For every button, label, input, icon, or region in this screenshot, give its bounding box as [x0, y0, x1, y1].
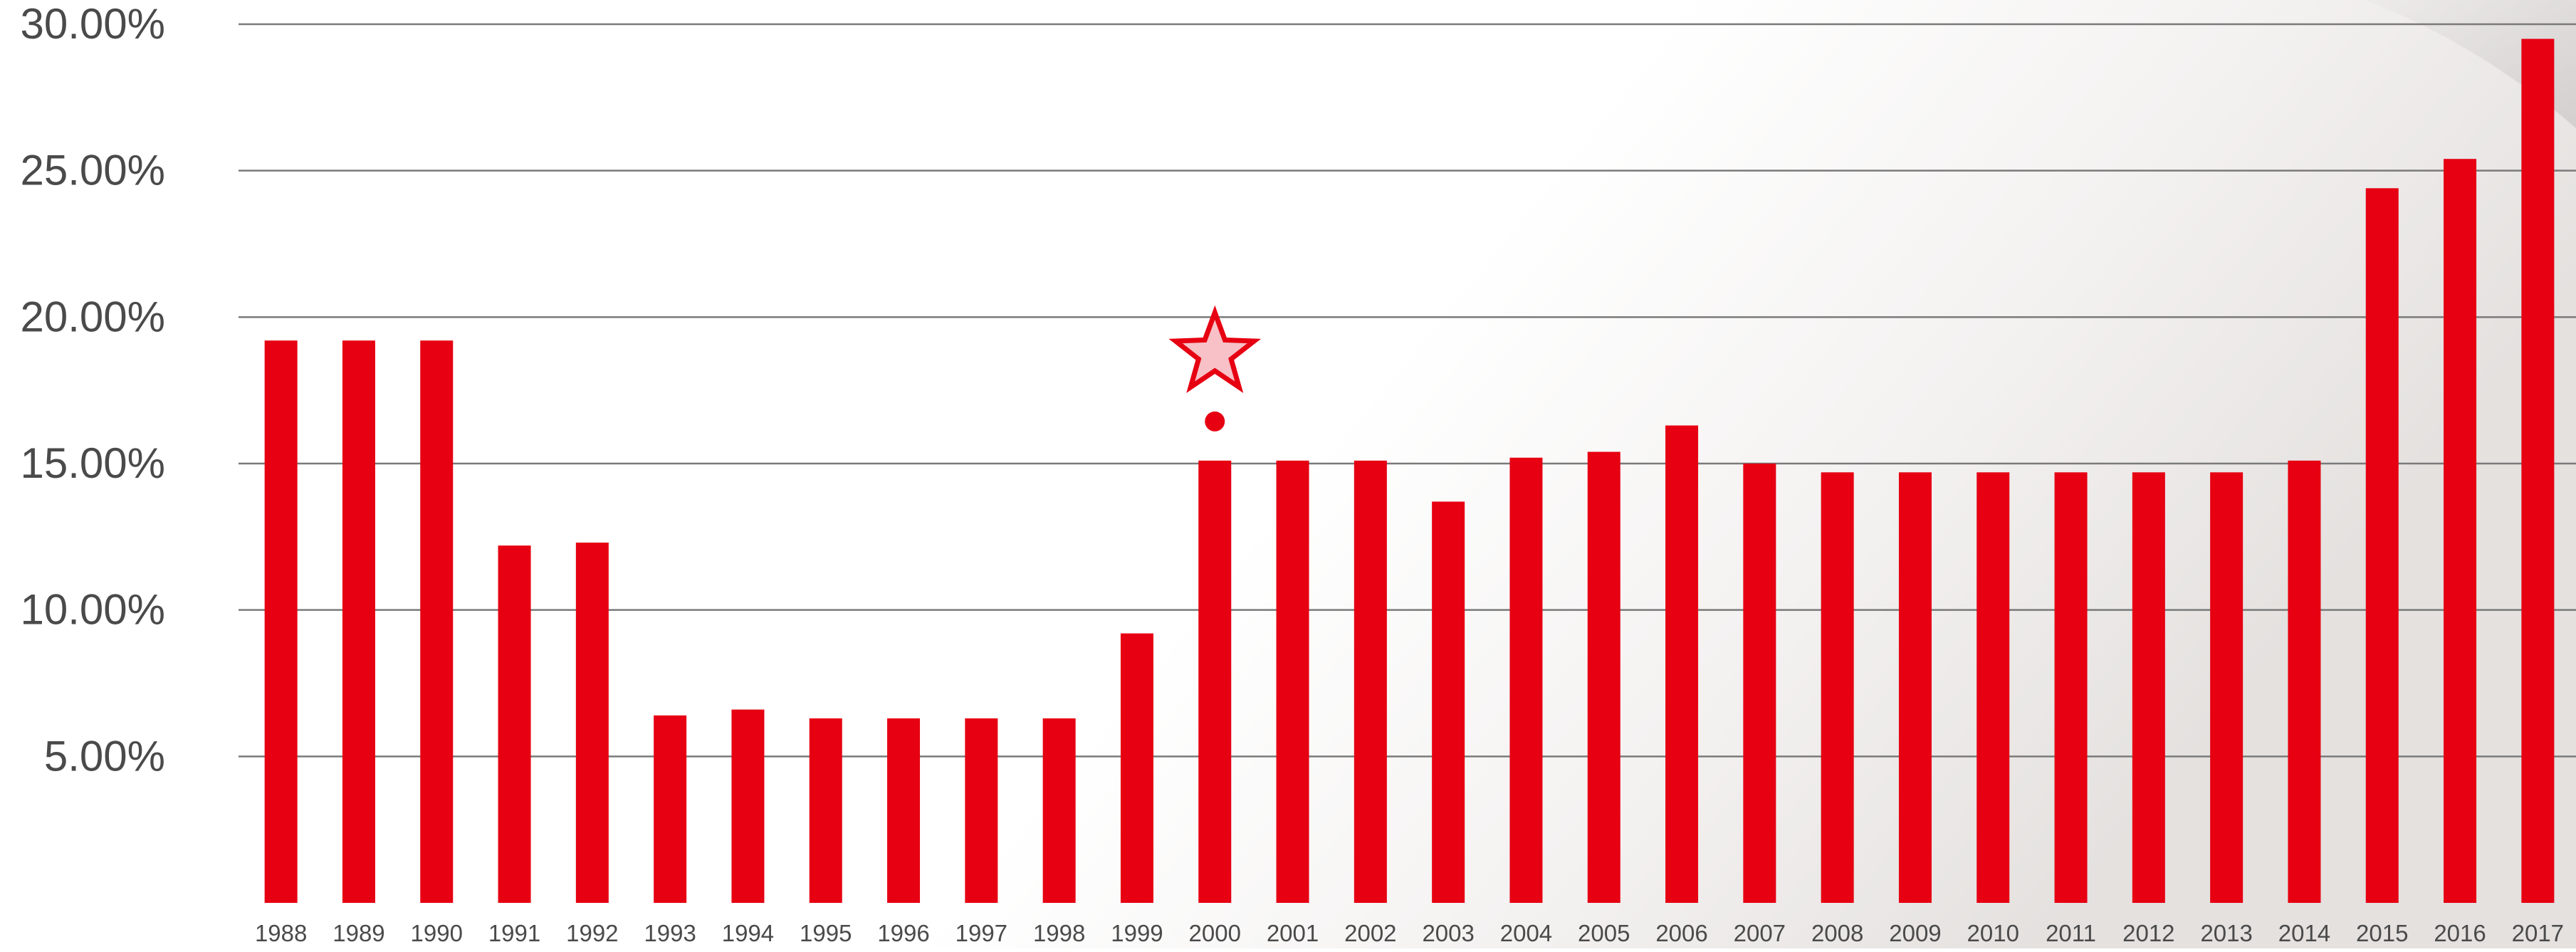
dot-icon — [1205, 411, 1225, 431]
bar-2013 — [2210, 472, 2243, 903]
x-tick-label: 2009 — [1889, 920, 1941, 946]
bar-2016 — [2444, 159, 2477, 903]
x-tick-label: 1998 — [1033, 920, 1085, 946]
y-axis-ticks: 5.00% 10.00% 15.00% 20.00% 25.00% 30.00% — [21, 0, 166, 780]
x-tick-label: 1996 — [877, 920, 929, 946]
x-tick-label: 2013 — [2200, 920, 2252, 946]
x-tick-label: 1990 — [411, 920, 463, 946]
bars — [264, 38, 2555, 904]
bar-2009 — [1898, 472, 1932, 903]
bar-1995 — [809, 718, 842, 903]
y-tick-label: 25.00% — [21, 147, 166, 194]
gridlines — [239, 23, 2576, 758]
bar-2000 — [1198, 460, 1232, 903]
x-tick-label: 1993 — [644, 920, 696, 946]
x-tick-label: 2010 — [1967, 920, 2019, 946]
background-swoosh — [2364, 0, 2576, 128]
x-tick-label: 2005 — [1578, 920, 1630, 946]
bar-2001 — [1276, 460, 1309, 903]
bar-1993 — [654, 715, 687, 903]
bar-2005 — [1587, 451, 1621, 903]
bar-2014 — [2288, 460, 2321, 903]
x-tick-label: 2003 — [1422, 920, 1474, 946]
x-tick-label: 1995 — [800, 920, 852, 946]
x-tick-label: 1988 — [255, 920, 307, 946]
x-tick-label: 1989 — [333, 920, 384, 946]
x-tick-label: 1997 — [955, 920, 1007, 946]
bar-2015 — [2365, 188, 2399, 903]
bar-1988 — [264, 340, 298, 903]
x-tick-label: 2015 — [2356, 920, 2408, 946]
y-tick-label: 30.00% — [21, 0, 166, 48]
bar-1992 — [575, 543, 609, 903]
bar-1998 — [1042, 718, 1076, 903]
x-tick-label: 2014 — [2278, 920, 2330, 946]
bar-2012 — [2132, 472, 2165, 903]
x-tick-label: 2008 — [1811, 920, 1863, 946]
y-tick-label: 15.00% — [21, 439, 166, 487]
x-tick-label: 2016 — [2434, 920, 2486, 946]
x-tick-label: 2000 — [1189, 920, 1241, 946]
y-tick-label: 5.00% — [44, 732, 165, 780]
bar-2017 — [2521, 38, 2555, 904]
bar-1999 — [1120, 633, 1153, 903]
bar-1994 — [731, 709, 765, 903]
bar-1997 — [965, 718, 998, 903]
bar-2008 — [1821, 472, 1854, 903]
bar-2007 — [1743, 464, 1776, 903]
y-tick-label: 20.00% — [21, 293, 166, 340]
x-tick-label: 1992 — [566, 920, 618, 946]
bar-1989 — [342, 340, 375, 903]
x-tick-label: 2002 — [1344, 920, 1396, 946]
bar-2006 — [1665, 425, 1699, 903]
x-tick-label: 1994 — [722, 920, 774, 946]
x-tick-label: 2004 — [1500, 920, 1552, 946]
star-icon — [1168, 305, 1262, 394]
bar-1991 — [498, 545, 531, 903]
highlight-marker — [1168, 305, 1262, 431]
x-tick-label: 2001 — [1267, 920, 1319, 946]
x-tick-label: 2006 — [1655, 920, 1707, 946]
bar-2010 — [1976, 472, 2010, 903]
x-tick-label: 1991 — [488, 920, 540, 946]
x-tick-label: 2017 — [2512, 920, 2564, 946]
bar-1990 — [420, 340, 454, 903]
y-tick-label: 10.00% — [21, 586, 166, 634]
bar-2011 — [2054, 472, 2088, 903]
x-axis-ticks: 1988 1989 1990 1991 1992 1993 1994 1995 1996 1997… — [255, 920, 2564, 946]
bar-2003 — [1432, 501, 1465, 903]
bar-2002 — [1354, 460, 1387, 903]
bar-2004 — [1509, 457, 1543, 903]
x-tick-label: 2011 — [2046, 920, 2096, 946]
x-tick-label: 2007 — [1734, 920, 1786, 946]
x-tick-label: 1999 — [1111, 920, 1163, 946]
x-tick-label: 2012 — [2122, 920, 2174, 946]
bar-1996 — [887, 718, 921, 903]
